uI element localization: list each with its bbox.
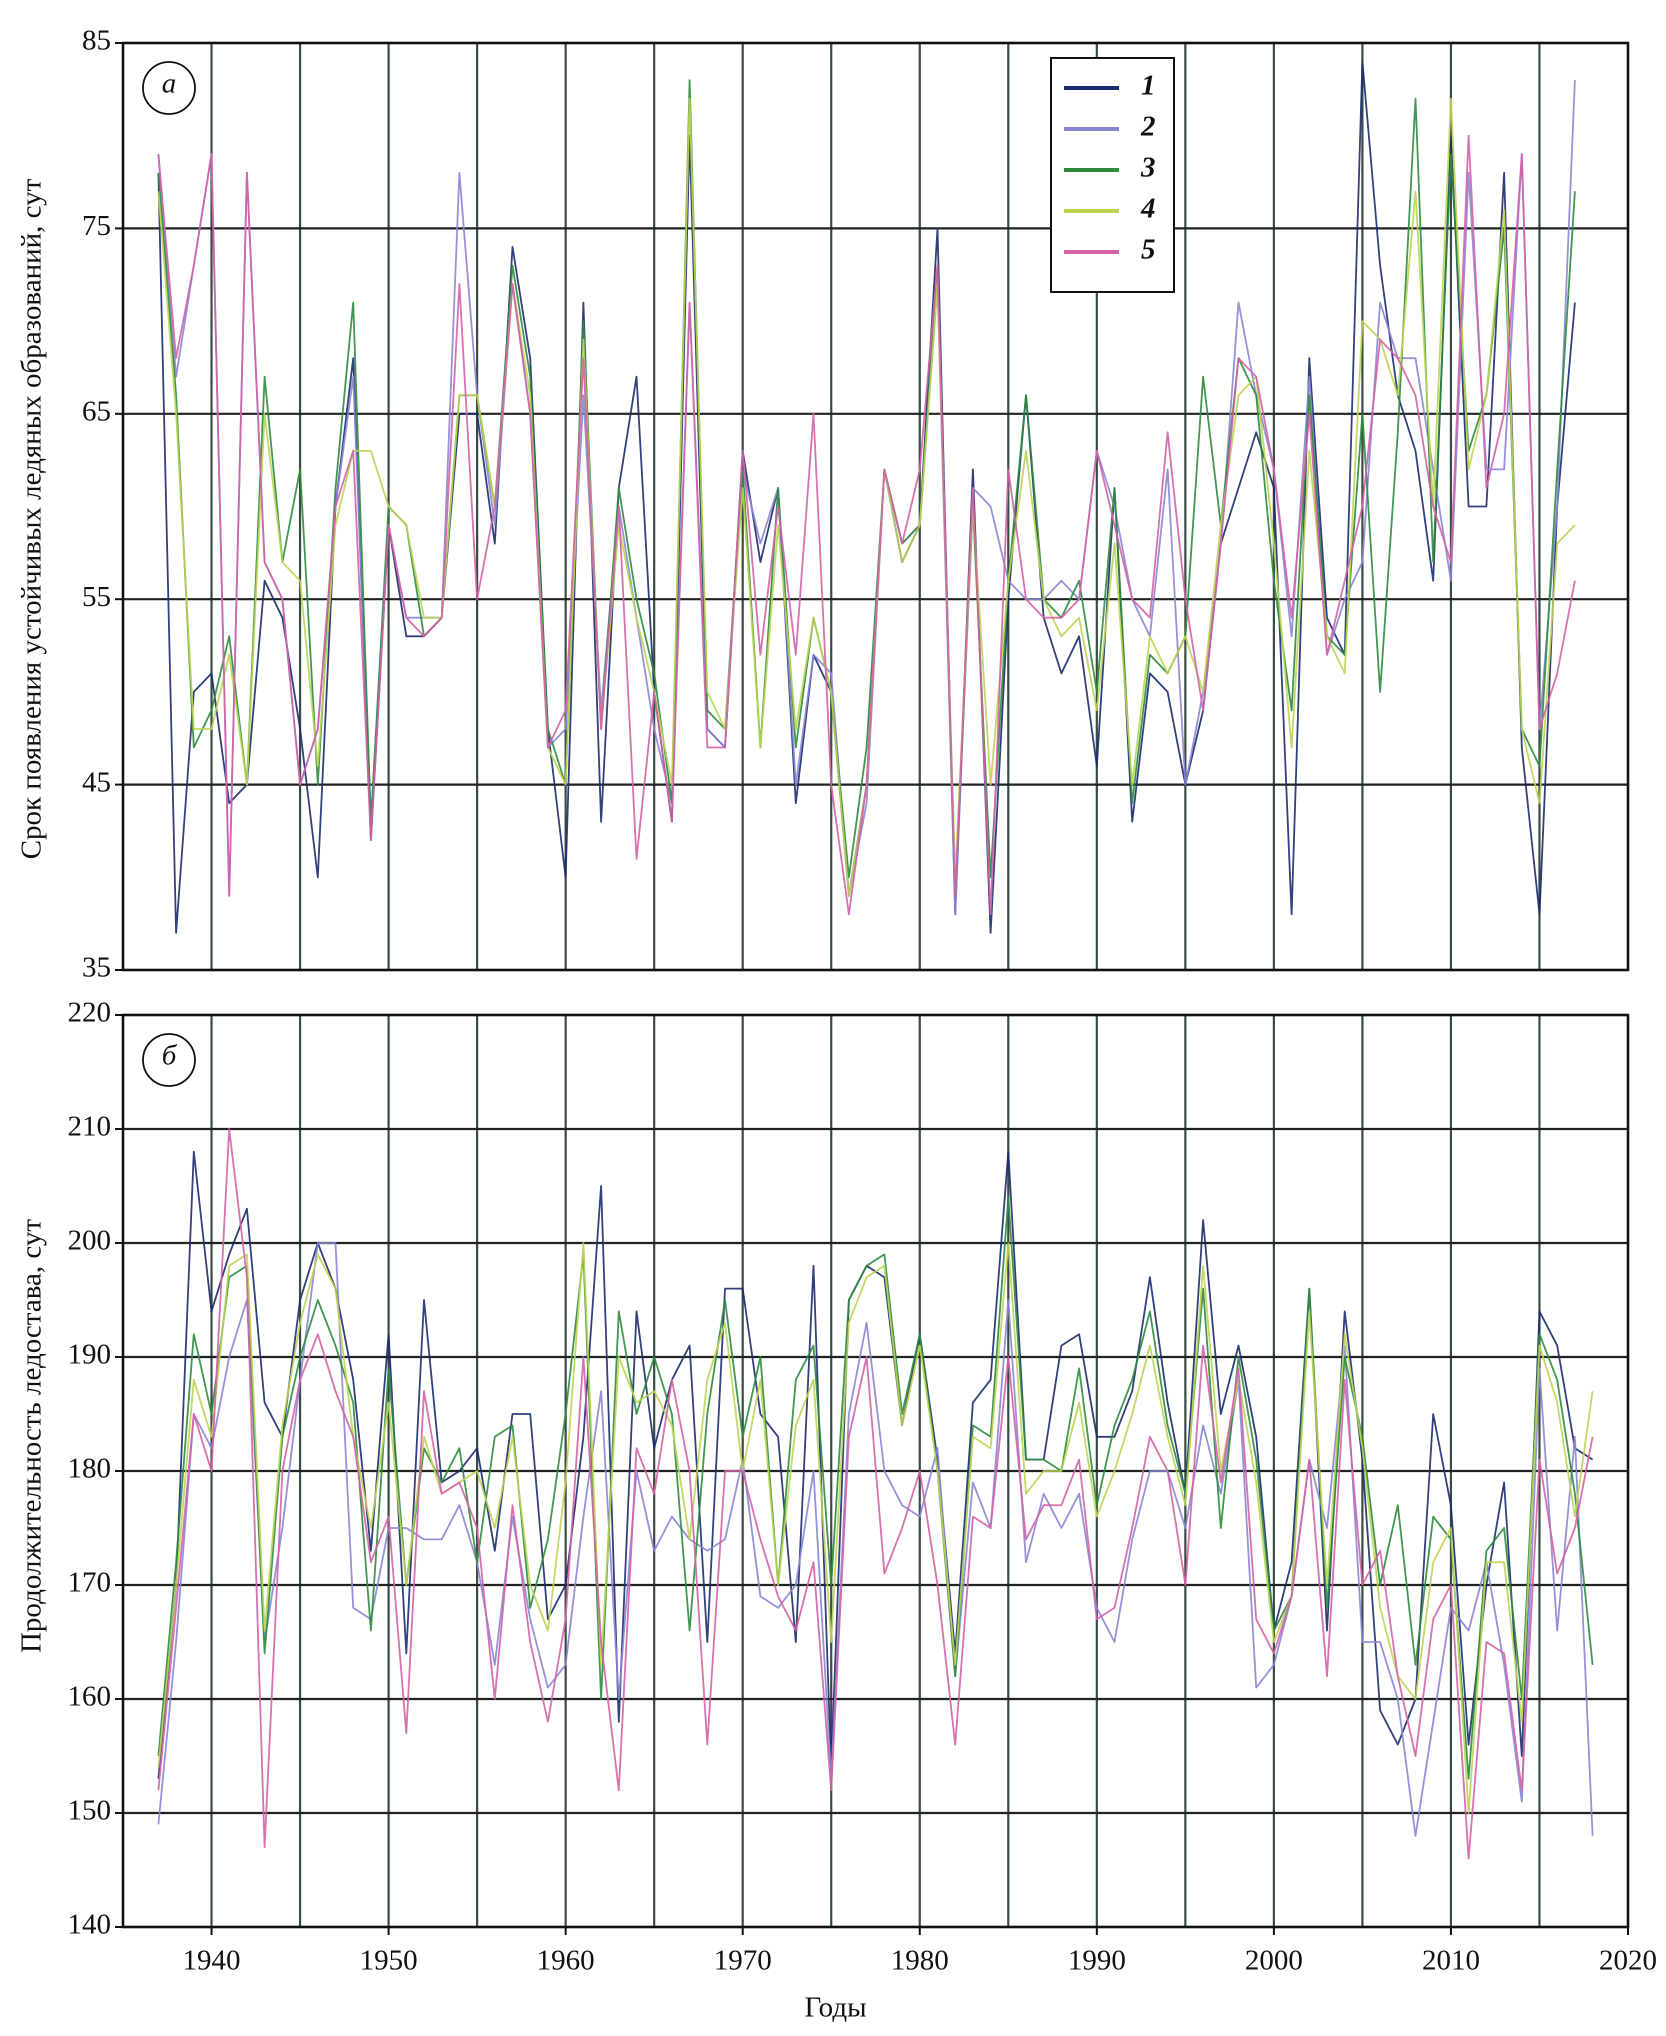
legend-box — [1050, 57, 1175, 293]
y-tick-label: 190 — [68, 1339, 112, 1371]
y-axis-label: Срок появления устойчивых ледяных образо… — [16, 178, 48, 859]
y-tick-label: 210 — [68, 1111, 112, 1143]
y-tick-label: 200 — [68, 1225, 112, 1257]
panel-label-circle — [142, 1033, 196, 1087]
y-axis-label: Продолжительность ледостава, сут — [16, 1219, 48, 1653]
y-tick-label: 170 — [68, 1567, 112, 1599]
y-tick-label: 45 — [82, 766, 111, 798]
x-tick-label: 1950 — [360, 1945, 418, 1977]
series-line — [157, 1242, 1594, 1837]
series-line — [157, 1128, 1594, 1860]
x-tick-label: 1990 — [1068, 1945, 1126, 1977]
panel-label-circle — [142, 61, 196, 115]
series-line — [157, 1242, 1594, 1814]
panel-label: б — [162, 1040, 178, 1072]
legend-label: 3 — [1140, 152, 1156, 184]
plot-frame — [121, 41, 1630, 972]
y-tick-label: 65 — [82, 395, 111, 427]
legend-label: 5 — [1141, 234, 1156, 266]
x-tick-label: 2020 — [1599, 1945, 1657, 1977]
y-tick-label: 85 — [82, 25, 111, 57]
x-tick-label: 2000 — [1245, 1945, 1303, 1977]
y-tick-label: 220 — [68, 997, 112, 1029]
x-tick-label: 1970 — [714, 1945, 772, 1977]
plot-background — [123, 43, 1628, 970]
x-tick-label: 2010 — [1422, 1945, 1480, 1977]
x-axis-label: Годы — [804, 1992, 866, 2024]
x-tick-label: 1960 — [537, 1945, 595, 1977]
y-tick-label: 180 — [68, 1453, 112, 1485]
legend-label: 2 — [1140, 111, 1156, 143]
y-tick-label: 75 — [82, 210, 111, 242]
y-tick-label: 140 — [68, 1909, 112, 1941]
panel-label: а — [162, 68, 177, 100]
y-tick-label: 55 — [82, 581, 111, 613]
y-tick-label: 160 — [68, 1681, 112, 1713]
x-tick-label: 1940 — [183, 1945, 241, 1977]
legend-label: 4 — [1140, 193, 1156, 225]
series-line — [157, 134, 1576, 916]
plot-frame — [121, 1013, 1630, 1929]
x-tick-label: 1980 — [891, 1945, 949, 1977]
legend-label: 1 — [1141, 70, 1156, 102]
y-tick-label: 150 — [68, 1795, 112, 1827]
y-tick-label: 35 — [82, 952, 111, 984]
